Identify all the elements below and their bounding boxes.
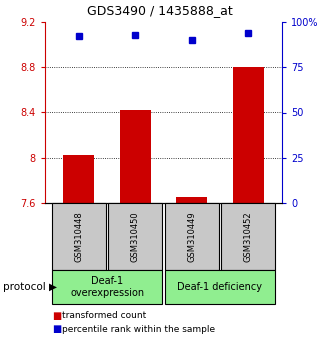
Text: GDS3490 / 1435888_at: GDS3490 / 1435888_at <box>87 4 233 17</box>
Text: GSM310448: GSM310448 <box>74 211 83 262</box>
Text: protocol ▶: protocol ▶ <box>3 282 57 292</box>
Text: ■: ■ <box>52 324 61 334</box>
Text: Deaf-1
overexpression: Deaf-1 overexpression <box>70 276 144 298</box>
Text: GSM310450: GSM310450 <box>131 211 140 262</box>
Text: Deaf-1 deficiency: Deaf-1 deficiency <box>177 282 262 292</box>
Bar <box>63 155 94 203</box>
Text: percentile rank within the sample: percentile rank within the sample <box>62 325 215 333</box>
Bar <box>221 203 275 270</box>
Text: transformed count: transformed count <box>62 312 146 320</box>
Text: GSM310452: GSM310452 <box>244 211 253 262</box>
Bar <box>164 203 219 270</box>
Bar <box>52 203 106 270</box>
Bar <box>164 270 275 304</box>
Bar <box>108 203 162 270</box>
Text: ■: ■ <box>52 311 61 321</box>
Text: GSM310449: GSM310449 <box>187 211 196 262</box>
Bar <box>233 67 264 203</box>
Bar <box>176 197 207 203</box>
Bar <box>120 110 151 203</box>
Bar <box>52 270 162 304</box>
